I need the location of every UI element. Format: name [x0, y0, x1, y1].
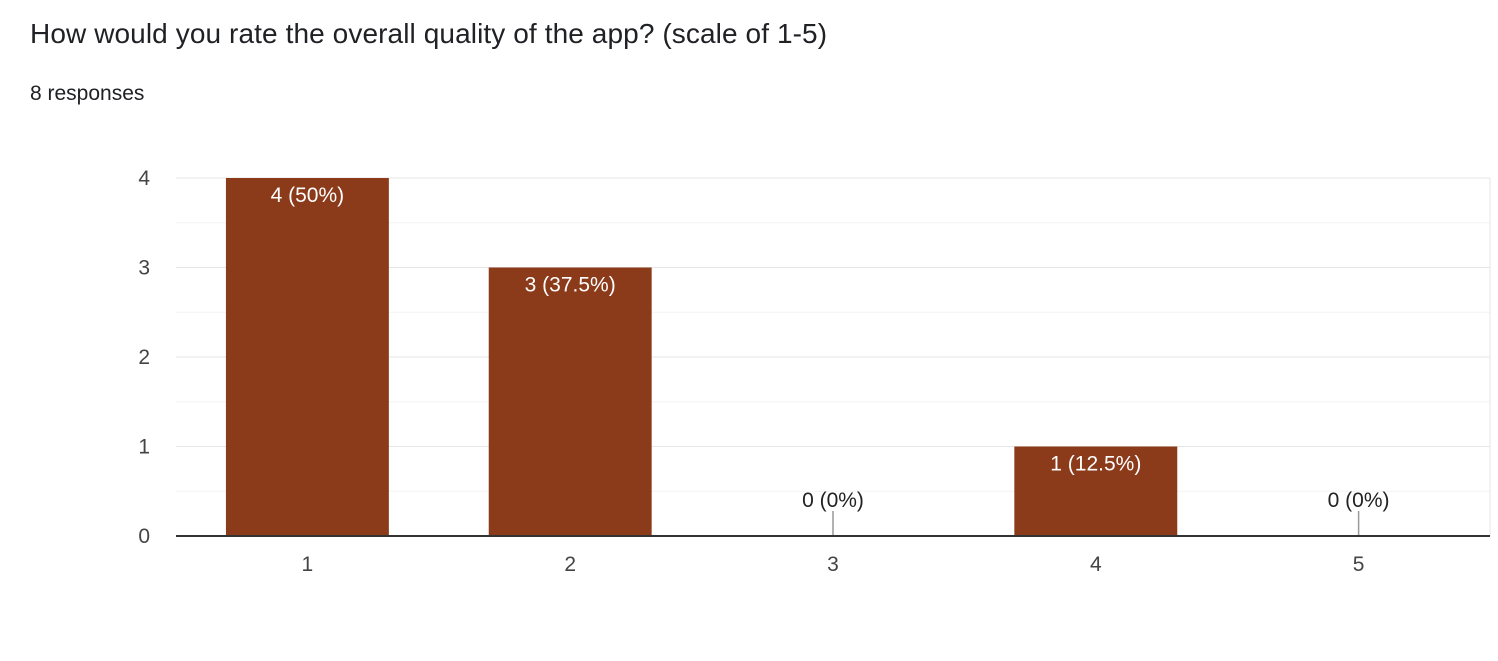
bar-data-label: 3 (37.5%) — [525, 274, 616, 297]
bar-data-label: 0 (0%) — [802, 489, 864, 512]
x-tick-label: 1 — [302, 553, 314, 576]
x-tick-label: 2 — [564, 553, 576, 576]
response-count: 8 responses — [30, 82, 145, 105]
x-tick-label: 5 — [1353, 553, 1365, 576]
bar-data-label: 1 (12.5%) — [1050, 453, 1141, 476]
chart-title: How would you rate the overall quality o… — [30, 18, 828, 49]
y-tick-label: 3 — [138, 257, 150, 280]
bar — [1014, 446, 1178, 536]
x-tick-label: 4 — [1090, 553, 1102, 576]
bar-data-label: 4 (50%) — [271, 184, 345, 207]
bar — [488, 267, 652, 536]
y-tick-label: 4 — [138, 167, 150, 190]
x-tick-label: 3 — [827, 553, 839, 576]
y-tick-label: 0 — [138, 525, 150, 548]
y-tick-label: 1 — [138, 436, 150, 459]
bar — [225, 178, 389, 536]
bar-data-label: 0 (0%) — [1328, 489, 1390, 512]
y-tick-label: 2 — [138, 346, 150, 369]
